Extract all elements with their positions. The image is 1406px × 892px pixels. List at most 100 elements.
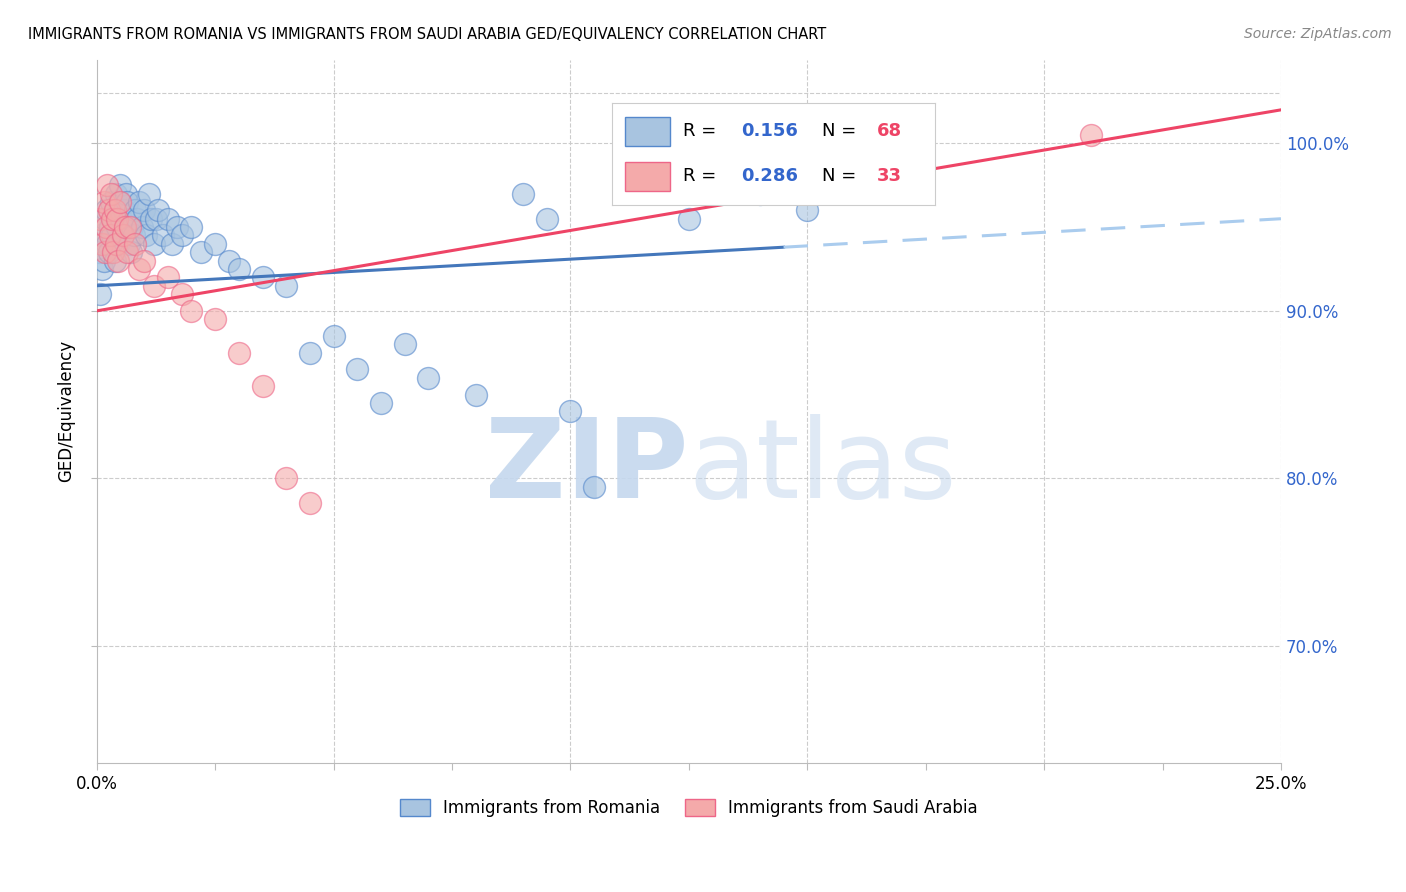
Point [180, 303, 202, 318]
Point [111, 228, 134, 243]
Point [560, 404, 582, 418]
Text: N =: N = [821, 122, 862, 140]
Bar [624, 162, 669, 191]
Point [103, 211, 125, 226]
Point [132, 253, 155, 268]
Bar [624, 117, 669, 145]
Point [276, 471, 298, 485]
Point [100, 186, 122, 201]
Point [132, 203, 155, 218]
Point [112, 203, 135, 218]
Point [128, 194, 150, 209]
Point [91, 262, 114, 277]
Point [166, 220, 188, 235]
Point [96, 236, 118, 251]
Point [678, 211, 700, 226]
Point [346, 362, 368, 376]
Point [105, 211, 128, 226]
Point [218, 253, 240, 268]
Point [1080, 128, 1102, 142]
Text: Source: ZipAtlas.com: Source: ZipAtlas.com [1244, 27, 1392, 41]
Point [97, 203, 120, 218]
Point [125, 211, 148, 226]
Text: R =: R = [683, 122, 721, 140]
Text: 68: 68 [877, 122, 901, 140]
Legend: Immigrants from Romania, Immigrants from Saudi Arabia: Immigrants from Romania, Immigrants from… [391, 790, 987, 825]
Point [583, 480, 606, 494]
Point [87, 245, 110, 260]
Point [90, 228, 112, 243]
Point [108, 194, 131, 209]
Text: R =: R = [683, 168, 721, 186]
Point [124, 203, 146, 218]
Point [117, 245, 139, 260]
Point [110, 178, 132, 193]
Point [101, 228, 124, 243]
Point [118, 236, 141, 251]
Point [135, 228, 157, 243]
Point [101, 211, 124, 226]
Point [118, 211, 141, 226]
Text: 0.156: 0.156 [741, 122, 797, 140]
Point [103, 245, 125, 260]
Point [111, 228, 134, 243]
Point [252, 379, 274, 393]
Text: ZIP: ZIP [485, 414, 689, 521]
Point [142, 236, 165, 251]
Point [796, 203, 818, 218]
Point [122, 228, 145, 243]
Point [117, 194, 139, 209]
Point [94, 211, 117, 226]
Point [654, 178, 676, 193]
Point [141, 211, 163, 226]
Point [89, 211, 111, 226]
Point [512, 186, 534, 201]
Point [180, 220, 202, 235]
Point [94, 245, 117, 260]
Point [152, 228, 174, 243]
Point [114, 220, 136, 235]
Point [298, 345, 321, 359]
Text: N =: N = [821, 168, 862, 186]
Point [322, 329, 344, 343]
Text: IMMIGRANTS FROM ROMANIA VS IMMIGRANTS FROM SAUDI ARABIA GED/EQUIVALENCY CORRELAT: IMMIGRANTS FROM ROMANIA VS IMMIGRANTS FR… [28, 27, 827, 42]
Point [105, 220, 128, 235]
Point [104, 236, 127, 251]
Point [98, 220, 121, 235]
Point [124, 236, 146, 251]
Point [170, 287, 193, 301]
Point [89, 287, 111, 301]
Point [418, 371, 440, 385]
Point [162, 236, 184, 251]
Point [170, 228, 193, 243]
Y-axis label: GED/Equivalency: GED/Equivalency [58, 341, 75, 483]
Point [121, 220, 143, 235]
Point [748, 186, 770, 201]
Text: 33: 33 [877, 168, 901, 186]
Point [118, 220, 141, 235]
Point [93, 253, 115, 268]
Point [131, 220, 153, 235]
Point [97, 245, 120, 260]
Point [190, 245, 212, 260]
Point [204, 312, 226, 326]
Point [104, 253, 127, 268]
Point [104, 186, 127, 201]
Point [100, 194, 122, 209]
Point [145, 211, 167, 226]
Point [91, 236, 114, 251]
Point [464, 387, 486, 401]
Point [96, 203, 118, 218]
Text: 0.286: 0.286 [741, 168, 799, 186]
Point [276, 278, 298, 293]
Text: atlas: atlas [689, 414, 957, 521]
Point [120, 245, 142, 260]
Point [110, 194, 132, 209]
Point [156, 270, 179, 285]
Point [394, 337, 416, 351]
Point [148, 203, 170, 218]
Point [128, 262, 150, 277]
Point [115, 186, 138, 201]
Point [142, 278, 165, 293]
Point [110, 211, 132, 226]
